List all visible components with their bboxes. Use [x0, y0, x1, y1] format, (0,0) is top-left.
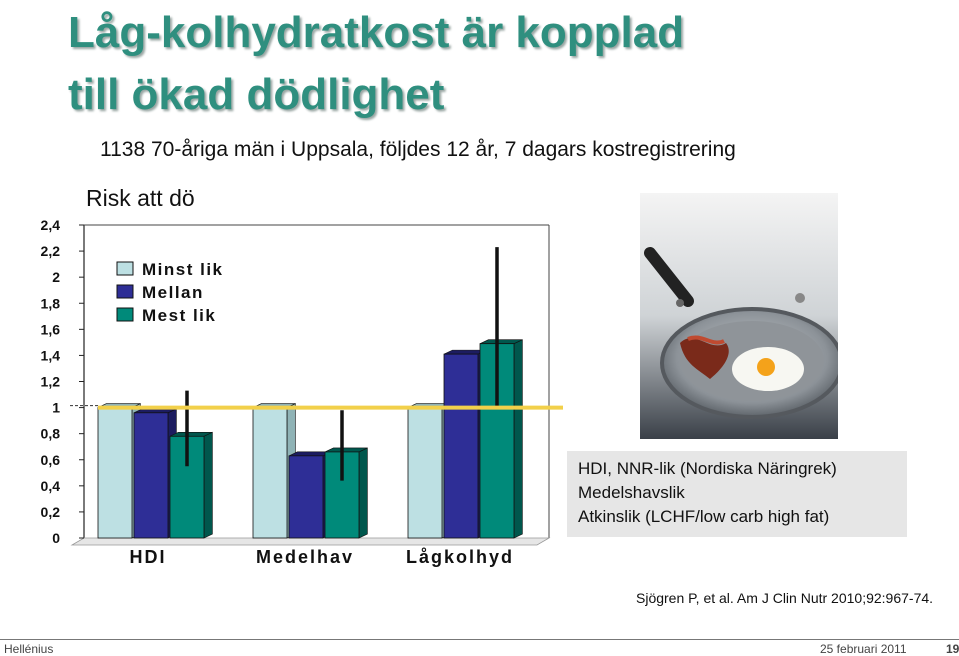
bar: [407, 407, 443, 539]
legend-label: Minst lik: [142, 260, 224, 279]
y-tick-label: 0: [52, 530, 60, 546]
y-tick-label: 2,2: [41, 243, 61, 259]
bar: [288, 455, 324, 539]
plot-floor: [70, 537, 551, 546]
category-label: Lågkolhyd: [406, 547, 514, 567]
y-tick-label: 0,8: [41, 426, 61, 442]
diet-note-mediterranean: Medelshavslik: [578, 483, 685, 502]
diet-description-box: HDI, NNR-lik (Nordiska Näringrek) Medels…: [567, 451, 907, 537]
study-subtitle: 1138 70-åriga män i Uppsala, följdes 12 …: [100, 138, 736, 161]
category-label: HDI: [130, 547, 167, 567]
legend-swatch: [116, 307, 134, 322]
y-tick-label: 0,2: [41, 504, 61, 520]
chart-title: Risk att dö: [86, 185, 195, 211]
frying-pan-photo: [640, 193, 844, 439]
bar-side: [203, 431, 213, 539]
y-tick-label: 0,4: [41, 478, 61, 494]
title-line-2: till ökad dödlighet: [68, 70, 445, 119]
category-label: Medelhav: [256, 547, 354, 567]
y-tick-label: 2: [52, 269, 60, 285]
y-tick-label: 0,6: [41, 452, 61, 468]
y-tick-label: 1,8: [41, 295, 61, 311]
page-number: 19: [946, 642, 959, 656]
legend-label: Mest lik: [142, 306, 216, 325]
legend-label: Mellan: [142, 283, 204, 302]
bar: [443, 353, 479, 539]
slide-title: Låg-kolhydratkost är kopplad till ökad d…: [68, 2, 684, 126]
diet-note-hdi: HDI, NNR-lik (Nordiska Näringrek): [578, 459, 837, 478]
y-tick-label: 1,4: [41, 347, 61, 363]
y-tick-label: 1: [52, 400, 60, 416]
y-tick-label: 2,4: [41, 217, 61, 233]
y-tick-label: 1,6: [41, 321, 61, 337]
slide-footer: Hellénius 25 februari 2011 19: [0, 639, 959, 656]
bar-side: [513, 339, 523, 539]
citation: Sjögren P, et al. Am J Clin Nutr 2010;92…: [636, 590, 934, 606]
bar: [252, 407, 288, 539]
bar: [133, 412, 169, 539]
risk-bar-chart: Risk att dö 0 0,2 0,4 0,6 0,8 1 1,2 1,4 1,6 1,8 2 2,…: [41, 185, 563, 567]
y-tick-label: 1,2: [41, 374, 61, 390]
bar-side: [358, 447, 368, 539]
title-line-1: Låg-kolhydratkost är kopplad: [68, 8, 685, 57]
footer-author: Hellénius: [4, 642, 54, 656]
bar: [97, 407, 133, 539]
footer-date: 25 februari 2011: [820, 642, 907, 656]
legend-swatch: [116, 261, 134, 276]
diet-note-lowcarb: Atkinslik (LCHF/low carb high fat): [578, 507, 830, 526]
legend-swatch: [116, 284, 134, 299]
